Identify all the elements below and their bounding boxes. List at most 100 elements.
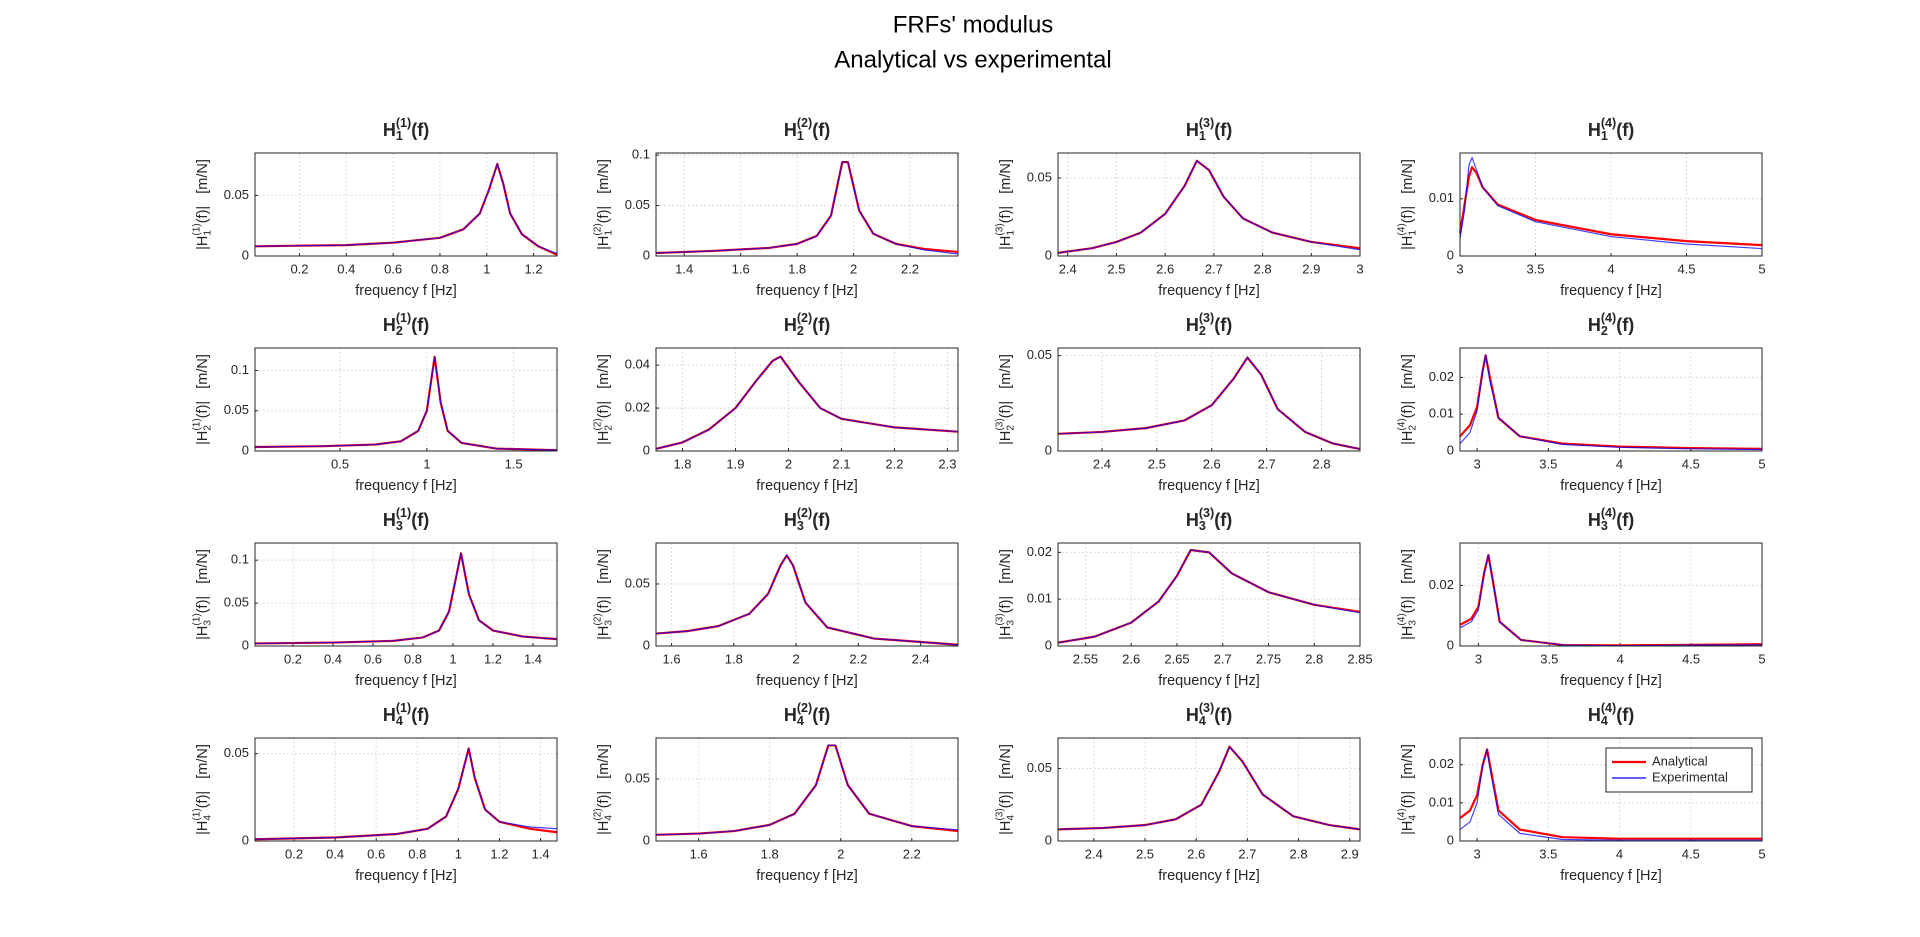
y-axis-label-part: |H (596, 236, 612, 250)
y-axis-label-part: 4 (1407, 815, 1418, 821)
plot-area (656, 348, 958, 451)
y-tick-label: 0 (643, 442, 650, 457)
y-tick-label: 0.02 (1429, 577, 1454, 592)
y-axis-label: |H4(1)(f)| [m/N] (192, 744, 214, 835)
axes-frame (1459, 737, 1763, 842)
series-line (1459, 748, 1762, 841)
series-line (254, 356, 558, 451)
y-axis-label-part: |H (1400, 821, 1416, 835)
subplot-title-part: H (383, 705, 396, 725)
subplot-title-part: 1 (396, 129, 403, 143)
x-tick-label: 0.2 (290, 261, 308, 276)
subplot-title-part: H (1588, 120, 1601, 140)
subplot-title-part: 1 (797, 129, 804, 143)
legend-label: Experimental (1652, 769, 1728, 784)
axes-frame (254, 737, 558, 842)
y-axis-label-part: |H (1400, 236, 1416, 250)
subplot-title-part: (f) (1214, 120, 1232, 140)
y-axis-label-part: (3) (995, 418, 1006, 430)
y-axis-label-part: (2) (593, 613, 604, 625)
y-axis-label-part: (f)| [m/N] (195, 744, 211, 808)
subplot-title-part: (f) (812, 705, 830, 725)
x-tick-label: 2 (837, 846, 844, 861)
subplot-title-part: 4 (797, 714, 804, 728)
x-tick-label: 2.3 (938, 456, 956, 471)
x-tick-label: 0.2 (284, 651, 302, 666)
subplot-title-part: H (784, 120, 797, 140)
series-line (1057, 160, 1361, 254)
x-tick-label: 4.5 (1682, 456, 1700, 471)
x-tick-label: 1.2 (490, 846, 508, 861)
x-tick-label: 1.4 (532, 846, 550, 861)
series-line (1459, 748, 1762, 840)
x-tick-label: 1.6 (690, 846, 708, 861)
y-axis-label-part: (f)| [m/N] (195, 549, 211, 613)
subplot-title-part: 3 (1601, 519, 1608, 533)
series-line (655, 554, 959, 646)
x-tick-label: 4.5 (1682, 651, 1700, 666)
y-tick-label: 0 (1045, 442, 1052, 457)
y-tick-label: 0 (1045, 247, 1052, 262)
subplot-title: H 1(4) (f) (1588, 116, 1634, 143)
subplot-title-part: (3) (1199, 506, 1214, 520)
y-axis-label-part: (f)| [m/N] (596, 354, 612, 418)
subplot-title-part: (4) (1601, 311, 1616, 325)
y-axis-label: |H2(2)(f)| [m/N] (593, 354, 615, 445)
x-tick-label: 2.9 (1341, 846, 1359, 861)
subplot-title-part: (f) (411, 315, 429, 335)
x-tick-label: 1 (423, 456, 430, 471)
y-axis-label: |H2(4)(f)| [m/N] (1397, 354, 1419, 445)
x-tick-label: 1.8 (788, 261, 806, 276)
y-axis-label-part: (3) (995, 808, 1006, 820)
y-tick-label: 0.05 (1027, 760, 1052, 775)
y-axis-label-part: (f)| [m/N] (195, 354, 211, 418)
subplot-title-part: 4 (1199, 714, 1206, 728)
subplot-title: H 2(4) (f) (1588, 311, 1634, 338)
x-tick-label: 2.2 (903, 846, 921, 861)
subplot-title-part: 2 (396, 324, 403, 338)
subplot-title-part: (3) (1199, 116, 1214, 130)
x-tick-label: 2.6 (1203, 456, 1221, 471)
y-axis-label-part: (4) (1397, 808, 1408, 820)
x-axis-label: frequency f [Hz] (756, 868, 858, 884)
x-tick-label: 1.5 (505, 456, 523, 471)
y-axis-label-part: (f)| [m/N] (998, 354, 1014, 418)
x-tick-label: 3.5 (1539, 456, 1557, 471)
axes-frame (1057, 152, 1361, 257)
y-axis-label-part: |H (195, 236, 211, 250)
y-axis-label-part: 1 (1005, 230, 1016, 236)
y-axis-label-part: |H (998, 626, 1014, 640)
x-tick-label: 2.4 (1093, 456, 1111, 471)
x-axis-label: frequency f [Hz] (1560, 478, 1662, 494)
y-tick-label: 0 (1447, 832, 1454, 847)
y-axis-label-part: (1) (192, 808, 203, 820)
y-axis-label-part: 4 (202, 815, 213, 821)
subplot-title-part: (f) (411, 120, 429, 140)
x-tick-label: 1.4 (524, 651, 542, 666)
series-line (1057, 356, 1361, 450)
y-axis-label-part: (4) (1397, 418, 1408, 430)
series-line (655, 355, 959, 450)
x-tick-label: 0.6 (367, 846, 385, 861)
y-axis-label-part: (f)| [m/N] (998, 549, 1014, 613)
x-axis-label: frequency f [Hz] (355, 283, 457, 299)
axes-frame (254, 152, 558, 257)
x-tick-label: 2.65 (1164, 651, 1189, 666)
y-axis-label-part: (f)| [m/N] (1400, 549, 1416, 613)
y-axis-label-part: (f)| [m/N] (998, 159, 1014, 223)
x-tick-label: 4 (1607, 261, 1614, 276)
x-axis-label: frequency f [Hz] (1158, 478, 1260, 494)
y-tick-label: 0.1 (632, 146, 650, 161)
y-tick-label: 0.05 (625, 575, 650, 590)
y-axis-label-part: (f)| [m/N] (195, 159, 211, 223)
subplot-title-part: (f) (812, 315, 830, 335)
y-tick-label: 0.05 (224, 187, 249, 202)
x-axis-label: frequency f [Hz] (1158, 673, 1260, 689)
subplot-title-part: (f) (411, 510, 429, 530)
axes-frame (655, 347, 959, 452)
y-tick-label: 0.02 (625, 400, 650, 415)
x-tick-label: 3 (1473, 846, 1480, 861)
x-tick-label: 4.5 (1677, 261, 1695, 276)
x-tick-label: 3.5 (1540, 651, 1558, 666)
